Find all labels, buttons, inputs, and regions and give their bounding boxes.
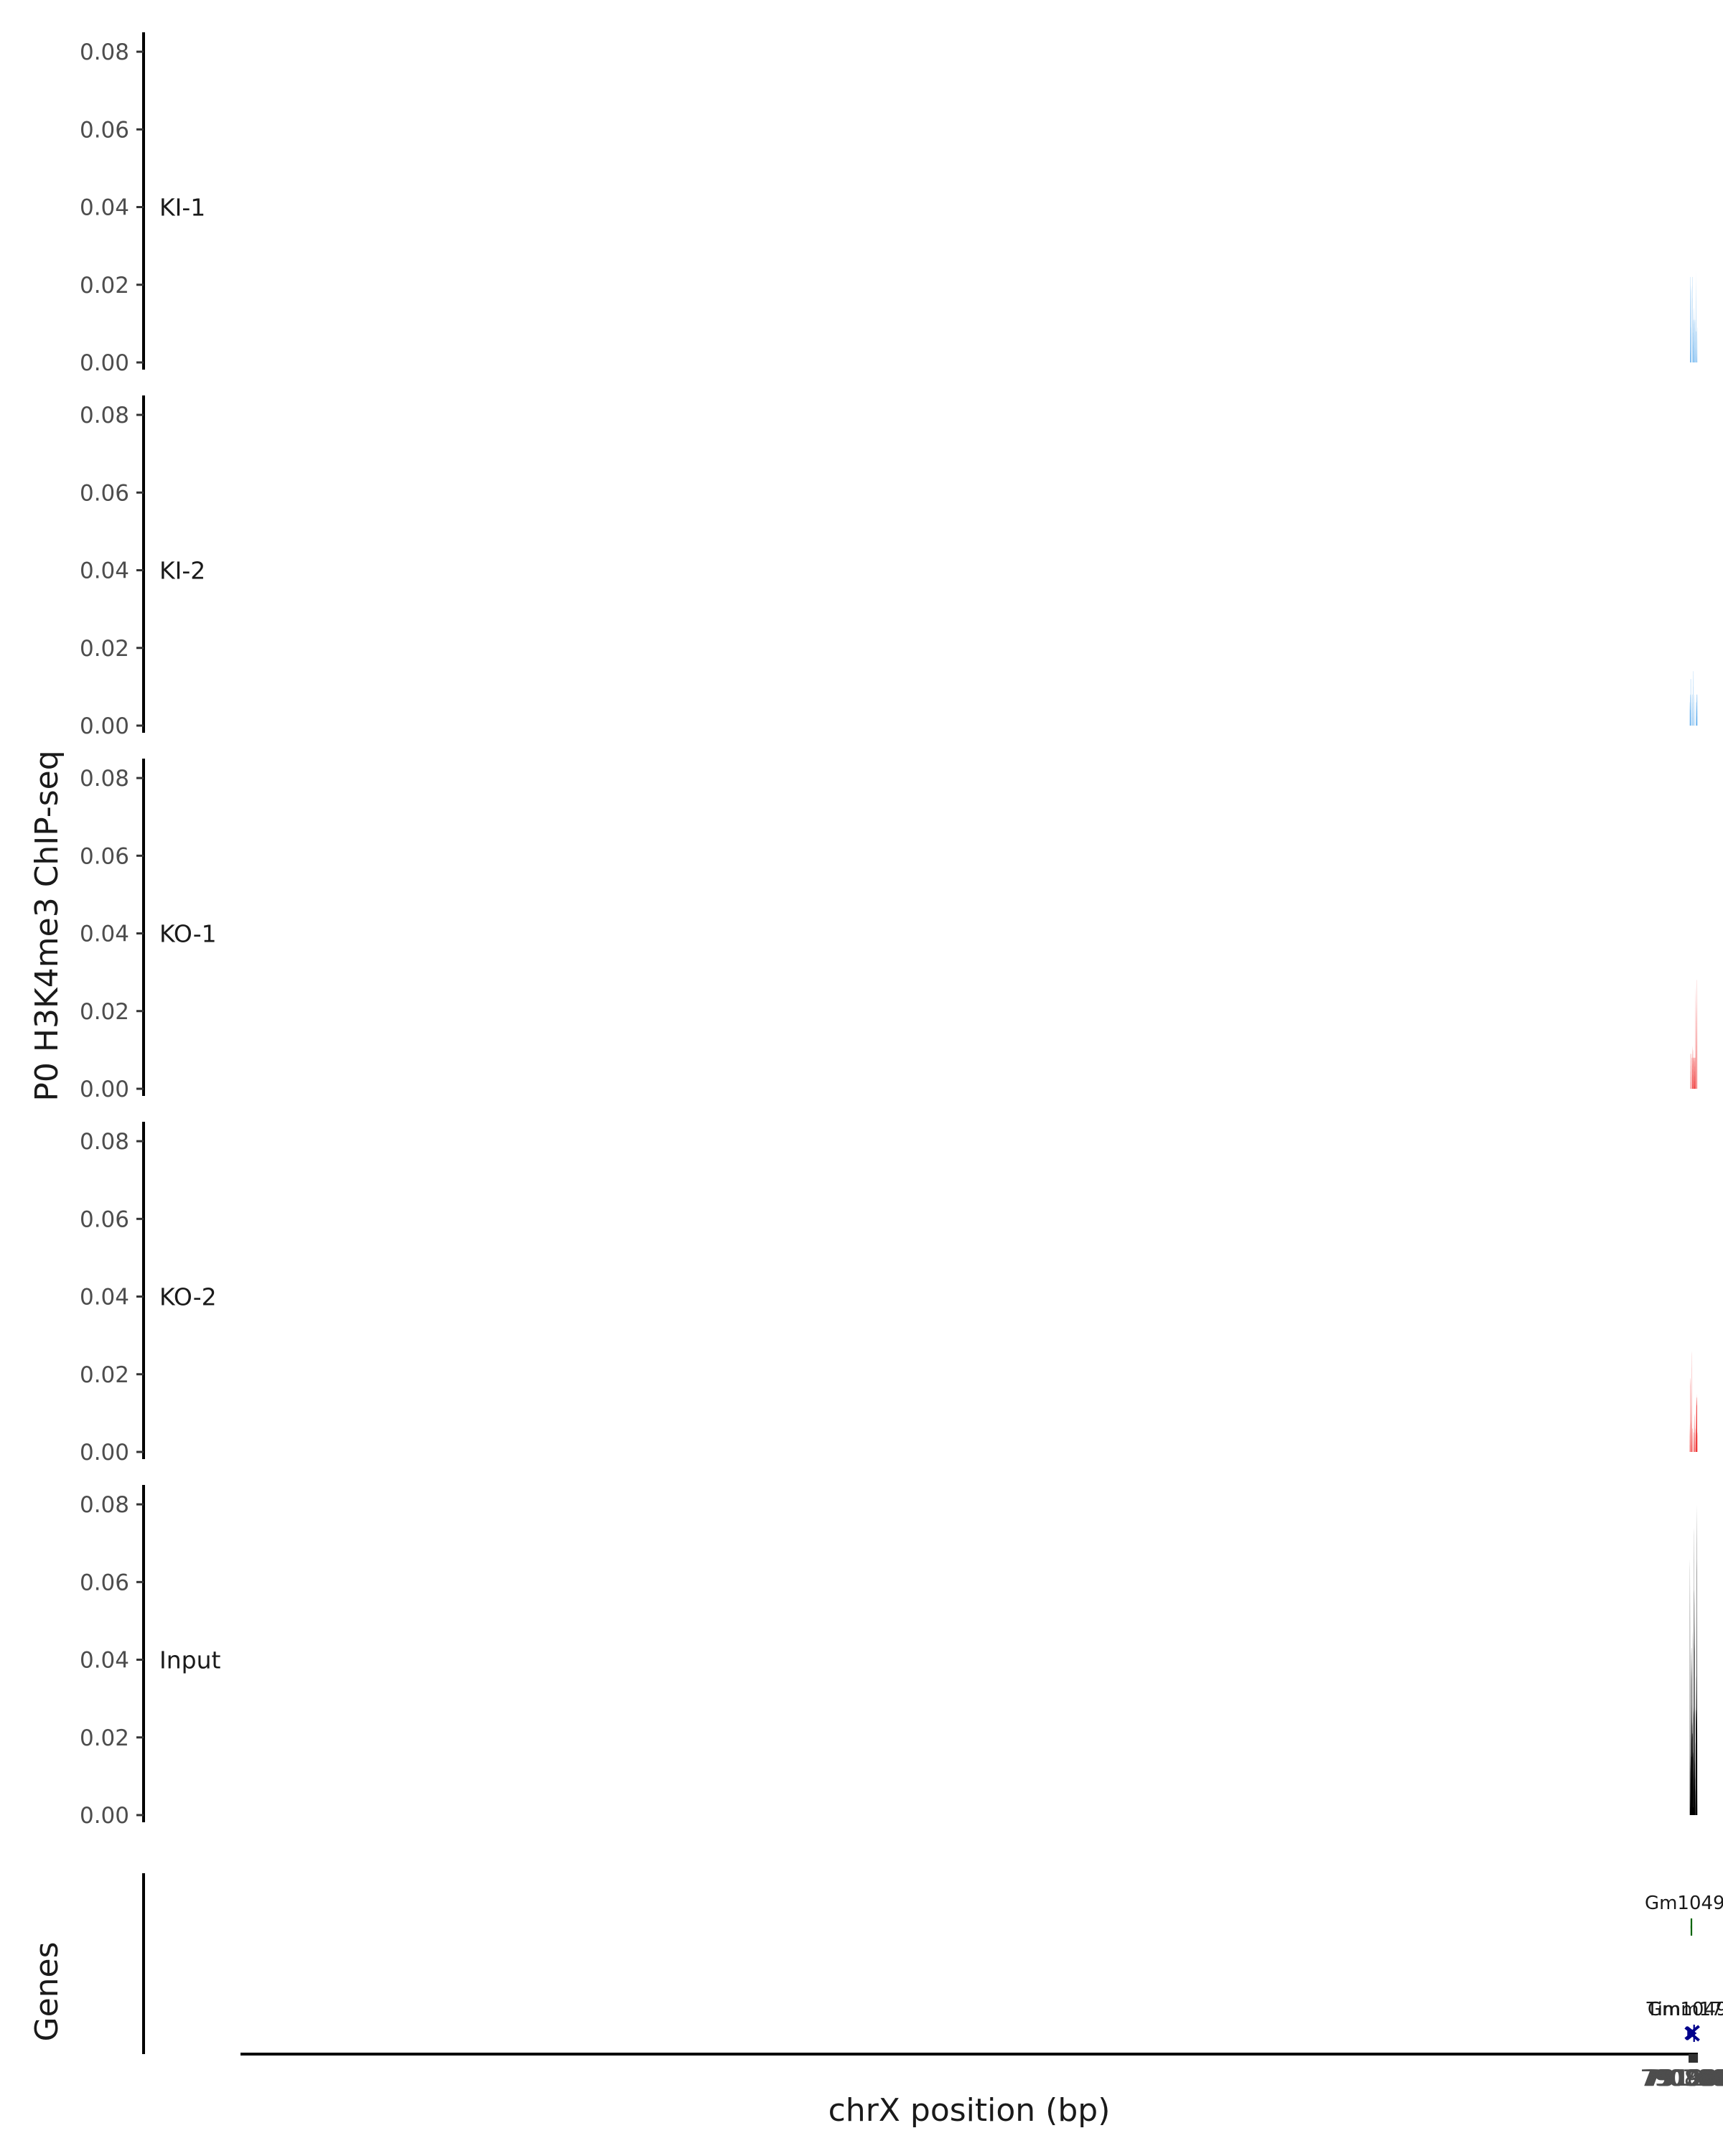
gene-exon: [1691, 1918, 1692, 1936]
gene-exon: [1694, 2025, 1695, 2042]
y-tick-label: 0.02: [80, 999, 129, 1025]
y-tick-label: 0.08: [80, 403, 129, 428]
gene-label: Gm10490: [1648, 1999, 1723, 2020]
y-tick-label: 0.02: [80, 1362, 129, 1388]
x-axis-title: chrX position (bp): [828, 2092, 1111, 2129]
y-tick-label: 0.00: [80, 350, 129, 376]
y-tick-label: 0.00: [80, 713, 129, 739]
gene-label: Gm10491: [1645, 1893, 1723, 1914]
x-tick-label: 7912000: [1648, 2066, 1723, 2091]
y-tick-label: 0.08: [80, 766, 129, 792]
y-tick-label: 0.02: [80, 636, 129, 662]
track-label: KI-1: [159, 194, 205, 222]
y-tick-label: 0.04: [80, 922, 129, 947]
y-tick-label: 0.06: [80, 1206, 129, 1232]
y-tick-label: 0.04: [80, 558, 129, 584]
track-label: KI-2: [159, 557, 205, 585]
track-label: KO-2: [159, 1283, 217, 1311]
y-tick-label: 0.00: [80, 1803, 129, 1829]
y-tick-label: 0.04: [80, 1285, 129, 1311]
y-tick-label: 0.06: [80, 1570, 129, 1595]
y-tick-label: 0.06: [80, 480, 129, 506]
y-tick-label: 0.00: [80, 1077, 129, 1102]
y-tick-label: 0.04: [80, 195, 129, 221]
y-tick-label: 0.04: [80, 1648, 129, 1674]
y-tick-label: 0.08: [80, 1129, 129, 1155]
y-axis-title: P0 H3K4me3 ChIP-seq: [29, 750, 65, 1101]
y-tick-label: 0.02: [80, 1725, 129, 1751]
y-tick-label: 0.06: [80, 843, 129, 869]
track-label: KO-1: [159, 920, 217, 948]
y-tick-label: 0.08: [80, 1492, 129, 1518]
genes-axis-title: Genes: [29, 1941, 65, 2041]
y-tick-label: 0.06: [80, 117, 129, 143]
y-tick-label: 0.00: [80, 1440, 129, 1466]
track-label: Input: [159, 1646, 221, 1674]
y-tick-label: 0.08: [80, 39, 129, 65]
y-tick-label: 0.02: [80, 273, 129, 299]
